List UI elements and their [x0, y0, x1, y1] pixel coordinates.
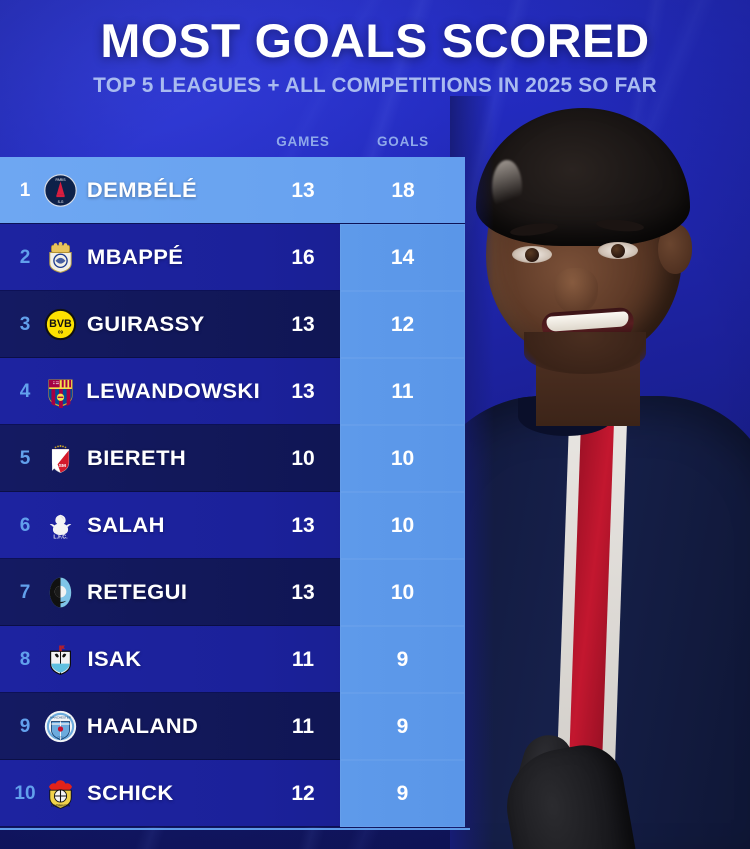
club-crest-atalanta-icon [44, 576, 77, 609]
table-row[interactable]: 1 PARIS S-G DEMBÉLÉ 13 18 [0, 157, 465, 224]
player-eye-left [512, 246, 552, 263]
row-rank: 3 [19, 313, 31, 335]
svg-text:S-G: S-G [58, 200, 64, 204]
club-crest-psg-icon: PARIS S-G [44, 174, 77, 207]
player-photo: QATAR AIRWAYS [450, 96, 750, 849]
player-gloved-hand [497, 739, 651, 849]
row-player-name: DEMBÉLÉ [86, 178, 198, 202]
leaderboard-rows: 1 PARIS S-G DEMBÉLÉ 13 18 2 MBAPPÉ 16 14 3 BVB 09 GUI… [0, 157, 470, 827]
column-header-games: GAMES [276, 134, 330, 149]
row-goals-bar: 10 [340, 492, 465, 559]
row-rank: 9 [19, 715, 31, 737]
row-player-name: BIERETH [87, 446, 187, 470]
row-rank: 4 [19, 380, 31, 402]
row-games-value: 13 [291, 379, 315, 403]
row-goals-bar: 12 [340, 291, 465, 358]
page-subtitle: TOP 5 LEAGUES + ALL COMPETITIONS IN 2025… [93, 74, 657, 98]
table-row[interactable]: 8 ISAK 11 9 [0, 626, 465, 693]
header: MOST GOALS SCORED TOP 5 LEAGUES + ALL CO… [0, 0, 750, 98]
row-goals-bar: 9 [340, 760, 465, 827]
player-chin-shadow [524, 332, 646, 374]
row-player-name: SCHICK [87, 781, 174, 805]
club-crest-barcelona-icon [44, 375, 77, 408]
row-goals-bar: 10 [340, 425, 465, 492]
club-crest-leverkusen-icon: LEVERKUSEN [44, 777, 77, 810]
row-player-name: LEWANDOWSKI [86, 379, 261, 403]
table-row[interactable]: 5 ASM BIERETH 10 10 [0, 425, 465, 492]
svg-text:L.F.C.: L.F.C. [53, 535, 68, 541]
row-games-value: 13 [291, 580, 315, 604]
player-nose [554, 268, 598, 314]
row-games-value: 13 [291, 513, 315, 537]
svg-text:BVB: BVB [49, 318, 72, 330]
table-column-headers: GAMES GOALS [0, 125, 470, 157]
table-bottom-rule [0, 828, 470, 830]
row-games-value: 10 [291, 446, 315, 470]
row-rank: 5 [19, 447, 31, 469]
leaderboard-table: GAMES GOALS 1 PARIS S-G DEMBÉLÉ 13 18 2 MBAPPÉ 1… [0, 125, 470, 827]
row-rank: 7 [19, 581, 31, 603]
row-games-value: 11 [291, 714, 315, 738]
club-crest-liverpool-icon: L.F.C. [44, 509, 77, 542]
svg-text:ASM: ASM [55, 463, 66, 469]
row-goals-bar: 10 [340, 559, 465, 626]
player-jersey: QATAR AIRWAYS [450, 396, 750, 849]
row-games-value: 11 [291, 647, 315, 671]
row-player-name: HAALAND [86, 714, 199, 738]
club-crest-newcastle-icon [44, 643, 77, 676]
row-goals-bar: 9 [340, 626, 465, 693]
table-row[interactable]: 9 MANCHESTER CITY HAALAND 11 9 [0, 693, 465, 760]
svg-text:CITY: CITY [57, 735, 64, 739]
table-row[interactable]: 2 MBAPPÉ 16 14 [0, 224, 465, 291]
table-row[interactable]: 4 LEWANDOWSKI 13 11 [0, 358, 465, 425]
club-crest-real-icon [44, 241, 77, 274]
table-row[interactable]: 3 BVB 09 GUIRASSY 13 12 [0, 291, 465, 358]
player-eye-right [598, 242, 638, 259]
table-row[interactable]: 7 RETEGUI 13 10 [0, 559, 465, 626]
row-player-name: GUIRASSY [86, 312, 205, 336]
player-teeth [546, 311, 630, 332]
row-rank: 8 [19, 648, 31, 670]
column-header-goals: GOALS [376, 134, 429, 149]
player-photo-art: QATAR AIRWAYS [450, 96, 750, 849]
row-games-value: 13 [291, 312, 315, 336]
row-games-value: 13 [291, 178, 315, 202]
page-title: MOST GOALS SCORED [100, 14, 650, 67]
row-games-value: 12 [291, 781, 315, 805]
row-goals-bar: 14 [340, 224, 465, 291]
row-player-name: RETEGUI [87, 580, 188, 604]
row-goals-bar: 18 [391, 178, 415, 202]
row-player-name: ISAK [87, 647, 142, 671]
svg-text:09: 09 [58, 330, 64, 335]
row-rank: 10 [14, 782, 36, 804]
table-row[interactable]: 10 LEVERKUSEN SCHICK 12 9 [0, 760, 465, 827]
svg-text:LEVERKUSEN: LEVERKUSEN [51, 803, 70, 807]
row-rank: 6 [19, 514, 31, 536]
row-player-name: MBAPPÉ [87, 245, 184, 269]
row-games-value: 16 [291, 245, 315, 269]
club-crest-dortmund-icon: BVB 09 [44, 308, 77, 341]
club-crest-mancity-icon: MANCHESTER CITY [44, 710, 77, 743]
svg-text:PARIS: PARIS [55, 178, 66, 182]
club-crest-monaco-icon: ASM [44, 442, 77, 475]
row-rank: 2 [19, 246, 31, 268]
svg-text:MANCHESTER: MANCHESTER [50, 716, 71, 720]
row-rank: 1 [19, 179, 31, 201]
player-hair [476, 108, 690, 246]
row-player-name: SALAH [87, 513, 165, 537]
row-goals-bar: 11 [340, 358, 465, 425]
row-goals-bar: 9 [340, 693, 465, 760]
table-row[interactable]: 6 L.F.C. SALAH 13 10 [0, 492, 465, 559]
